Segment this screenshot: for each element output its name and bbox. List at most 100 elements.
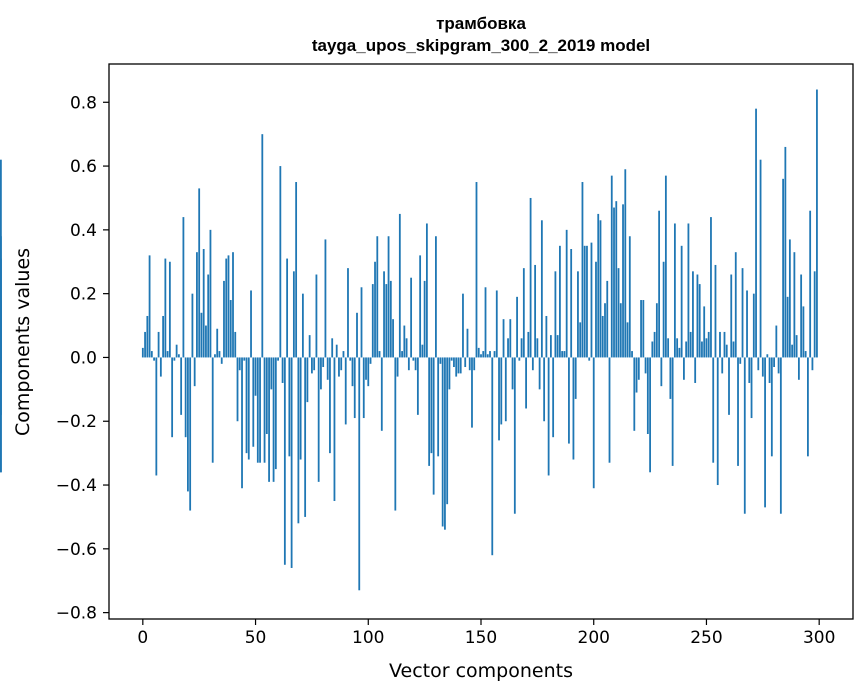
bar-164 <box>511 357 514 390</box>
bar-240 <box>683 357 685 380</box>
bar-26 <box>200 312 203 358</box>
bar-260 <box>728 357 730 415</box>
bar-15 <box>175 344 178 358</box>
bar-249 <box>703 306 706 358</box>
bar-287 <box>788 239 791 358</box>
bar-204 <box>601 315 604 358</box>
y-tick-label: 0.6 <box>70 157 97 177</box>
bar-7 <box>157 331 160 358</box>
bar-44 <box>241 357 243 489</box>
bar-50 <box>254 357 257 396</box>
y-axis-label: Components values <box>12 248 34 436</box>
bar-17 <box>180 357 183 415</box>
x-tick-label: 50 <box>245 628 267 648</box>
y-axis: −0.8 −0.6 −0.4 −0.2 0.0 0.2 0.4 0.6 0.8 <box>56 93 109 624</box>
bar-142 <box>462 293 464 358</box>
bar-216 <box>628 236 631 358</box>
x-axis: 0 50 100 150 200 250 300 <box>137 619 835 648</box>
bar-168 <box>520 338 523 358</box>
bar-214 <box>624 169 627 358</box>
bar-158 <box>498 357 500 441</box>
bar-281 <box>775 325 778 358</box>
bar-undefined <box>0 159 2 358</box>
bar-14 <box>173 357 176 361</box>
bar-283 <box>779 357 782 514</box>
bar-25 <box>198 188 201 358</box>
bar-213 <box>622 204 624 358</box>
bar-246 <box>696 274 699 358</box>
bar-284 <box>782 178 785 358</box>
bar-113 <box>396 357 399 377</box>
bar-146 <box>471 357 473 428</box>
bar-87 <box>338 357 340 377</box>
bar-29 <box>207 274 210 358</box>
bar-196 <box>583 245 586 358</box>
bar-207 <box>608 357 611 463</box>
bar-48 <box>250 290 252 358</box>
bar-40 <box>232 252 234 358</box>
bar-269 <box>748 357 751 383</box>
bar-114 <box>398 213 401 358</box>
bar-288 <box>791 344 794 358</box>
bar-96 <box>358 357 361 591</box>
bar-90 <box>344 357 347 425</box>
bar-117 <box>405 338 408 358</box>
bar-282 <box>777 357 780 374</box>
bar-91 <box>347 268 349 358</box>
bar-143 <box>464 357 467 368</box>
bar-35 <box>220 357 223 364</box>
bar-141 <box>459 357 462 374</box>
bars-group <box>0 89 818 591</box>
x-tick-label: 0 <box>137 628 148 648</box>
bar-5 <box>153 357 155 361</box>
bar-126 <box>425 223 428 358</box>
bar-57 <box>270 357 273 390</box>
bar-89 <box>342 351 345 358</box>
bar-1 <box>144 331 146 358</box>
bar-66 <box>290 357 293 568</box>
bar-4 <box>150 351 153 358</box>
bar-137 <box>450 357 453 361</box>
bar-84 <box>331 338 334 358</box>
bar-175 <box>536 338 539 358</box>
bar-59 <box>274 357 277 470</box>
bar-93 <box>351 357 354 387</box>
bar-181 <box>549 335 552 358</box>
bar-undefined <box>0 357 2 473</box>
bar-151 <box>482 351 485 358</box>
bar-179 <box>545 315 548 358</box>
bar-47 <box>247 357 250 460</box>
bar-185 <box>559 245 561 358</box>
bar-73 <box>306 357 309 403</box>
bar-200 <box>592 357 595 489</box>
y-tick-label: −0.2 <box>56 412 97 432</box>
bar-105 <box>378 351 381 358</box>
bar-210 <box>615 201 618 358</box>
bar-293 <box>802 306 805 358</box>
bar-74 <box>308 335 311 358</box>
bar-38 <box>227 255 230 358</box>
bar-217 <box>631 351 633 358</box>
bar-112 <box>394 357 397 511</box>
bar-218 <box>633 357 636 431</box>
bar-189 <box>568 357 570 444</box>
bar-271 <box>752 293 755 358</box>
bar-119 <box>410 277 413 358</box>
bar-165 <box>513 357 516 514</box>
bar-173 <box>531 357 534 371</box>
bar-167 <box>518 357 521 361</box>
y-tick-label: 0.4 <box>70 221 97 241</box>
bar-111 <box>392 319 394 358</box>
bar-36 <box>223 280 225 358</box>
bar-98 <box>362 357 365 419</box>
bar-212 <box>619 303 622 358</box>
bar-81 <box>324 239 327 358</box>
y-tick-label: 0.2 <box>70 285 97 305</box>
bar-118 <box>407 357 410 371</box>
bar-150 <box>480 354 482 358</box>
bar-94 <box>353 357 356 419</box>
bar-237 <box>676 338 679 358</box>
y-tick-label: −0.4 <box>56 476 97 496</box>
bar-49 <box>252 357 255 447</box>
